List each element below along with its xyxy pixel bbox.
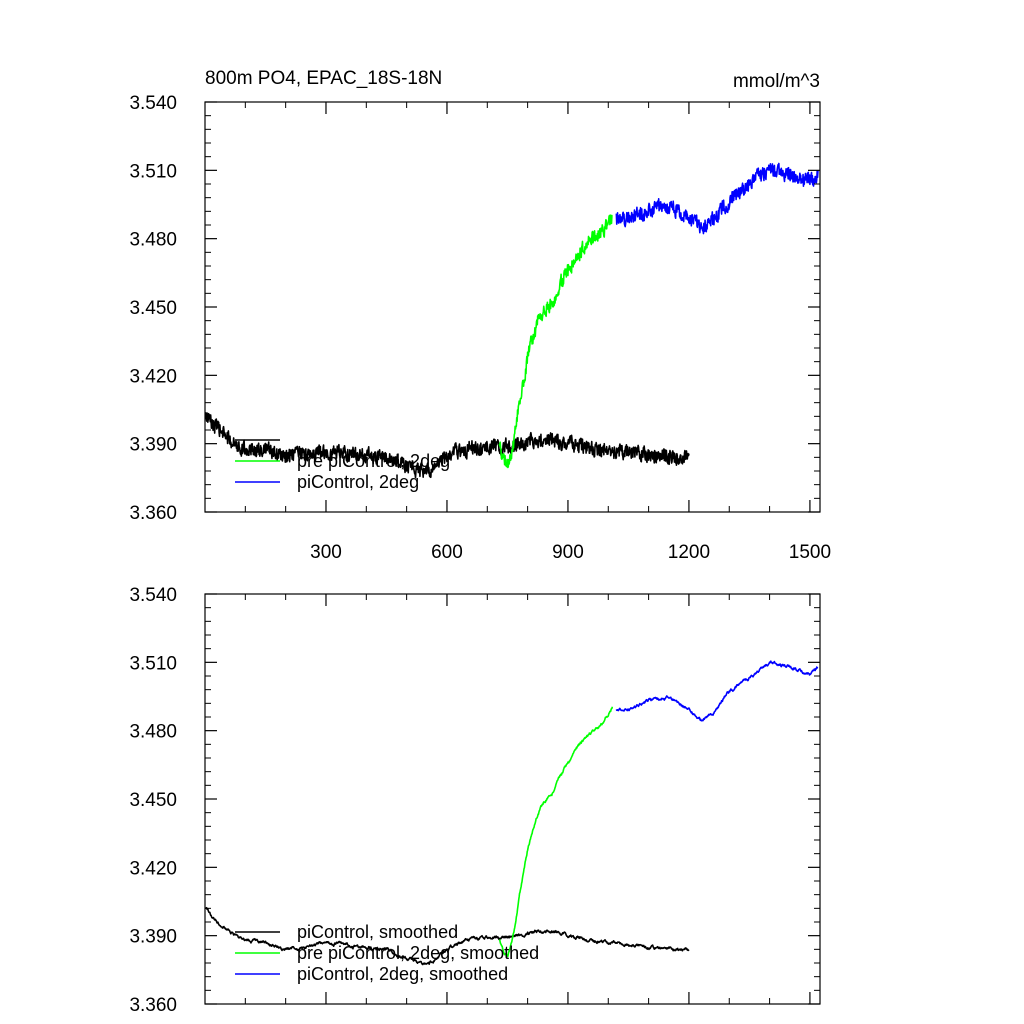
series-line-2 xyxy=(498,214,613,469)
y-tick-label: 3.480 xyxy=(129,722,177,743)
x-tick-label: 600 xyxy=(431,542,463,563)
y-tick-label: 3.510 xyxy=(129,653,177,674)
units-label: mmol/m^3 xyxy=(733,71,820,92)
panel-bottom: 3.360 3.390 3.420 3.450 3.480 3.510 3.540 piCon… xyxy=(129,585,821,1016)
x-tick-label: 1500 xyxy=(789,542,831,563)
series-line-3 xyxy=(615,162,819,235)
x-tick-label: 1200 xyxy=(668,542,710,563)
series-line-1 xyxy=(204,906,690,966)
legend-label-3: piControl, 2deg xyxy=(297,472,419,492)
y-tick-label: 3.510 xyxy=(129,161,177,182)
y-tick-label: 3.540 xyxy=(129,93,177,114)
legend-label-1: piControl, smoothed xyxy=(297,922,458,942)
y-tick-label: 3.360 xyxy=(129,503,177,524)
series-line-1 xyxy=(204,412,690,479)
y-tick-label: 3.420 xyxy=(129,858,177,879)
y-tick-label: 3.390 xyxy=(129,927,177,948)
legend-label-2: pre piControl, 2deg, smoothed xyxy=(297,943,539,963)
y-tick-label: 3.360 xyxy=(129,995,177,1016)
legend-label-3: piControl, 2deg, smoothed xyxy=(297,964,508,984)
y-tick-label: 3.420 xyxy=(129,366,177,387)
panel-top: 800m PO4, EPAC_18S-18N mmol/m^3 3.360 3.3… xyxy=(129,68,831,563)
series-line-3 xyxy=(615,660,819,722)
y-tick-label: 3.450 xyxy=(129,790,177,811)
y-tick-label: 3.480 xyxy=(129,230,177,251)
y-tick-label: 3.390 xyxy=(129,435,177,456)
y-tick-label: 3.540 xyxy=(129,585,177,606)
chart-title: 800m PO4, EPAC_18S-18N xyxy=(205,68,442,89)
series-line-2 xyxy=(498,706,614,958)
y-tick-label: 3.450 xyxy=(129,298,177,319)
legend-label-2: pre piControl, 2deg xyxy=(297,451,450,471)
x-tick-label: 900 xyxy=(552,542,584,563)
x-tick-label: 300 xyxy=(310,542,342,563)
